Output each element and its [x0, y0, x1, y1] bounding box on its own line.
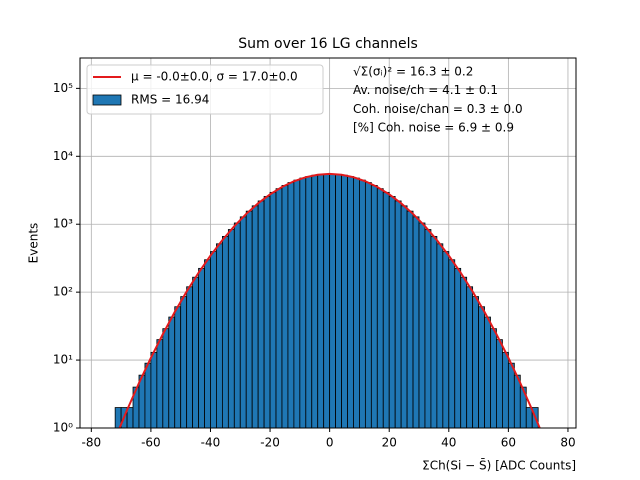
bar — [496, 339, 503, 428]
bar — [204, 259, 211, 428]
bar — [269, 191, 277, 428]
bar — [210, 251, 217, 428]
bar — [388, 196, 396, 428]
y-tick-label: 10² — [53, 285, 73, 299]
bar — [394, 200, 402, 428]
bar — [424, 229, 432, 428]
plot-area — [114, 172, 541, 428]
bar — [406, 210, 414, 428]
x-axis-label: ΣCh(Si − S̄) [ADC Counts] — [422, 458, 576, 472]
bar — [418, 222, 426, 428]
bar — [353, 177, 360, 428]
bar — [192, 276, 199, 428]
bar — [341, 174, 348, 428]
bar — [299, 177, 307, 428]
x-tick-label: 80 — [560, 436, 575, 450]
bar — [317, 173, 325, 428]
bar — [364, 182, 372, 428]
legend-label: μ = -0.0±0.0, σ = 17.0±0.0 — [131, 70, 298, 84]
bar — [412, 216, 420, 428]
bar — [448, 259, 456, 428]
y-tick-label: 10³ — [53, 217, 73, 231]
bar — [454, 267, 462, 428]
bar — [472, 296, 479, 428]
bar — [174, 306, 182, 428]
bar — [168, 316, 176, 428]
x-tick-label: -20 — [260, 436, 280, 450]
bar — [400, 205, 408, 428]
bar — [287, 182, 295, 428]
x-tick-label: 60 — [501, 436, 516, 450]
legend-swatch — [92, 94, 122, 106]
bar — [359, 179, 366, 428]
annotation: [%] Coh. noise = 6.9 ± 0.9 — [353, 121, 514, 135]
bar — [347, 176, 354, 428]
bar — [227, 229, 235, 428]
x-tick-label: 20 — [382, 436, 397, 450]
bar — [466, 286, 474, 428]
bar — [144, 362, 152, 428]
bar — [442, 251, 450, 428]
chart-title: Sum over 16 LG channels — [238, 36, 418, 52]
bar — [281, 185, 289, 428]
bar — [257, 200, 265, 428]
bar — [186, 286, 194, 428]
x-tick-label: -80 — [82, 436, 102, 450]
y-tick-label: 10¹ — [53, 353, 73, 367]
bar — [370, 185, 378, 428]
bar — [180, 296, 188, 428]
x-tick-label: 40 — [441, 436, 456, 450]
bar — [311, 174, 319, 428]
bar — [329, 173, 336, 428]
bar — [502, 351, 509, 428]
bar — [198, 267, 205, 428]
bar — [293, 179, 301, 428]
bar — [436, 243, 444, 428]
bar — [275, 188, 283, 428]
bar — [490, 328, 497, 428]
bar — [507, 362, 515, 428]
bar — [233, 222, 241, 428]
bar — [376, 188, 384, 428]
bar — [430, 235, 438, 428]
bar — [221, 235, 229, 428]
bar — [126, 407, 134, 428]
x-tick-label: 0 — [326, 436, 334, 450]
bar — [305, 176, 313, 428]
y-axis-label: Events — [27, 223, 41, 264]
bar — [216, 243, 223, 428]
bar — [460, 276, 468, 428]
plot-frame — [79, 57, 577, 429]
y-tick-label: 10⁰ — [53, 421, 73, 435]
y-tick-label: 10⁴ — [53, 149, 73, 163]
bar — [162, 328, 170, 428]
bar — [150, 351, 158, 428]
x-tick-label: -60 — [141, 436, 161, 450]
x-tick-label: -40 — [201, 436, 221, 450]
bar — [245, 210, 253, 428]
bar — [484, 316, 491, 428]
fit-line — [118, 172, 541, 428]
bar — [335, 173, 342, 428]
annotation: Av. noise/ch = 4.1 ± 0.1 — [353, 83, 498, 97]
annotation: Coh. noise/chan = 0.3 ± 0.0 — [353, 102, 523, 116]
annotation: √Σ(σᵢ)² = 16.3 ± 0.2 — [353, 65, 473, 79]
y-tick-label: 10⁵ — [53, 81, 73, 95]
bar — [263, 196, 271, 428]
legend-label: RMS = 16.94 — [131, 93, 209, 107]
bar — [239, 216, 247, 428]
legend-box — [86, 64, 324, 115]
bar — [251, 205, 259, 428]
bar — [156, 339, 164, 428]
bar — [478, 306, 485, 428]
bar — [382, 191, 390, 428]
bar — [323, 173, 331, 428]
bar — [525, 407, 533, 428]
